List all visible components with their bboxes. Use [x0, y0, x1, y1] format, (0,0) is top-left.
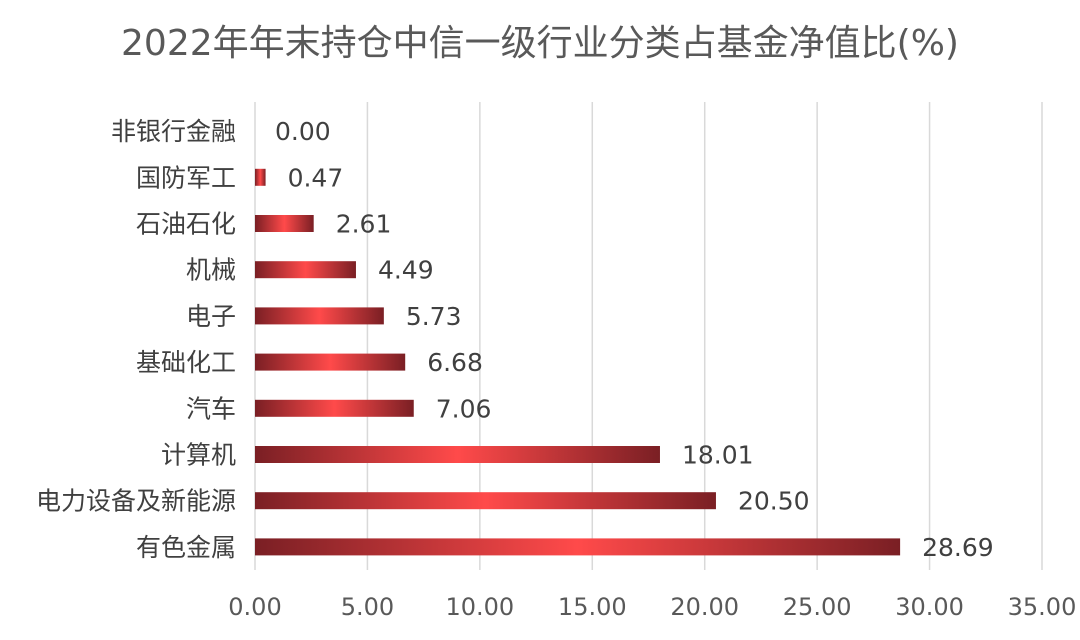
data-label: 28.69 — [922, 533, 994, 562]
x-tick-label: 25.00 — [783, 593, 852, 621]
data-label: 0.00 — [275, 117, 331, 146]
bar — [255, 492, 716, 510]
category-label: 有色金属 — [136, 533, 236, 562]
data-label: 2.61 — [336, 210, 392, 239]
data-label: 5.73 — [406, 302, 462, 331]
bar — [255, 353, 406, 371]
category-label: 基础化工 — [136, 348, 236, 377]
x-tick-label: 35.00 — [1008, 593, 1077, 621]
x-tick-label: 0.00 — [228, 593, 281, 621]
x-tick-label: 30.00 — [895, 593, 964, 621]
bar — [255, 446, 660, 463]
data-label: 7.06 — [436, 394, 492, 423]
data-label: 0.47 — [288, 163, 344, 192]
bar — [255, 399, 414, 417]
bar — [255, 538, 901, 556]
data-label: 4.49 — [378, 256, 434, 285]
x-tick-label: 5.00 — [341, 593, 394, 621]
x-tick-label: 10.00 — [445, 593, 514, 621]
x-tick-label: 15.00 — [558, 593, 627, 621]
data-label: 18.01 — [682, 441, 754, 470]
data-label: 6.68 — [427, 348, 483, 377]
x-tick-label: 20.00 — [670, 593, 739, 621]
chart-title: 2022年年末持仓中信一级行业分类占基金净值比(%) — [121, 23, 959, 64]
category-label: 电力设备及新能源 — [36, 487, 236, 516]
category-label: 非银行金融 — [111, 117, 236, 146]
category-label: 电子 — [186, 302, 236, 331]
bar — [255, 261, 356, 279]
category-label: 汽车 — [186, 394, 236, 423]
category-label: 国防军工 — [136, 163, 236, 192]
bar — [255, 307, 384, 325]
category-label: 石油石化 — [136, 210, 236, 239]
data-label: 20.50 — [738, 487, 810, 516]
bar — [255, 215, 314, 232]
category-label: 机械 — [186, 256, 236, 285]
category-label: 计算机 — [161, 441, 236, 470]
bar — [255, 168, 266, 186]
